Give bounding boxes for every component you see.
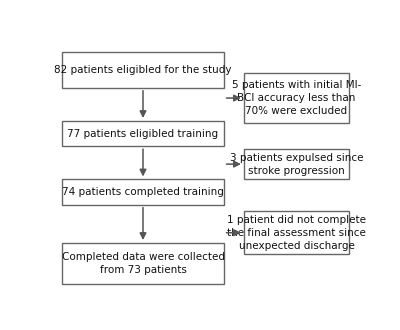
FancyBboxPatch shape (244, 73, 349, 123)
Text: 5 patients with initial MI-
BCI accuracy less than
70% were excluded: 5 patients with initial MI- BCI accuracy… (232, 80, 361, 116)
Text: 82 patients eligibled for the study: 82 patients eligibled for the study (54, 65, 232, 75)
FancyBboxPatch shape (62, 121, 224, 146)
FancyBboxPatch shape (62, 243, 224, 283)
Text: Completed data were collected
from 73 patients: Completed data were collected from 73 pa… (62, 251, 224, 275)
FancyBboxPatch shape (244, 149, 349, 180)
FancyBboxPatch shape (62, 180, 224, 205)
FancyBboxPatch shape (62, 52, 224, 88)
FancyBboxPatch shape (244, 211, 349, 254)
Text: 3 patients expulsed since
stroke progression: 3 patients expulsed since stroke progres… (230, 152, 363, 176)
Text: 1 patient did not complete
the final assessment since
unexpected discharge: 1 patient did not complete the final ass… (227, 214, 366, 251)
Text: 77 patients eligibled training: 77 patients eligibled training (68, 129, 218, 139)
Text: 74 patients completed training: 74 patients completed training (62, 187, 224, 197)
